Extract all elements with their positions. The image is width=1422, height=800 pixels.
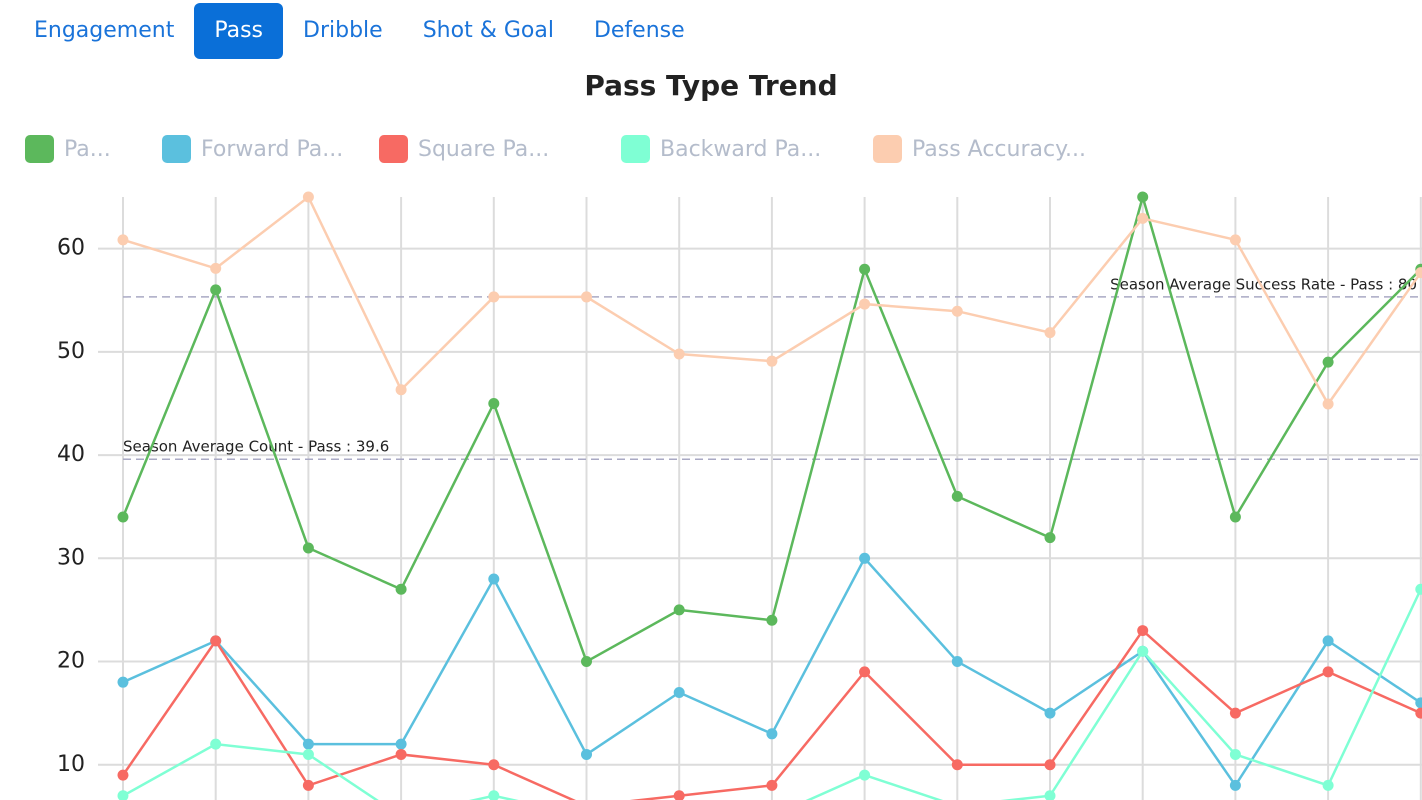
average-label: Season Average Count - Pass : 39.6 <box>123 438 389 456</box>
data-point <box>395 583 407 595</box>
data-point <box>488 790 500 800</box>
data-point <box>1044 327 1056 339</box>
data-point <box>766 355 778 367</box>
tab[interactable]: Pass <box>194 3 284 59</box>
data-point <box>1415 583 1422 595</box>
data-point <box>673 348 685 360</box>
data-point <box>1229 234 1241 246</box>
data-point <box>1044 790 1056 800</box>
data-point <box>766 779 778 791</box>
data-point <box>1322 398 1334 410</box>
data-point <box>1137 645 1149 657</box>
data-point <box>488 397 500 409</box>
data-point <box>1322 666 1334 678</box>
data-point <box>302 191 314 203</box>
data-point <box>1137 625 1149 637</box>
legend-label: Pa... <box>64 137 111 162</box>
data-point <box>488 573 500 585</box>
data-point <box>1415 697 1422 709</box>
data-point <box>766 614 778 626</box>
data-point <box>1137 212 1149 224</box>
data-point <box>673 687 685 699</box>
legend-label: Forward Pa... <box>201 137 343 162</box>
legend-swatch <box>162 135 191 163</box>
legend-label: Square Pa... <box>418 137 549 162</box>
legend-swatch <box>379 135 408 163</box>
data-point <box>951 490 963 502</box>
data-point <box>1322 356 1334 368</box>
data-point <box>302 748 314 760</box>
tab[interactable]: Dribble <box>303 18 383 43</box>
data-point <box>302 542 314 554</box>
data-point <box>1044 759 1056 771</box>
data-point <box>1229 748 1241 760</box>
data-point <box>951 759 963 771</box>
y-tick-label: 50 <box>57 339 85 364</box>
average-label: Season Average Success Rate - Pass : 80 <box>1110 275 1417 293</box>
y-tick-label: 10 <box>57 752 85 777</box>
data-point <box>117 511 129 523</box>
data-point <box>859 552 871 564</box>
data-point <box>210 262 222 274</box>
data-point <box>210 284 222 296</box>
data-point <box>1044 707 1056 719</box>
y-tick-label: 30 <box>57 545 85 570</box>
data-point <box>210 738 222 750</box>
legend-swatch <box>873 135 902 163</box>
data-point <box>1229 707 1241 719</box>
data-point <box>1415 267 1422 279</box>
tab[interactable]: Defense <box>593 18 685 43</box>
data-point <box>1137 191 1149 203</box>
data-point <box>1044 532 1056 544</box>
data-point <box>117 790 129 800</box>
data-point <box>859 769 871 781</box>
legend-label: Backward Pa... <box>660 137 821 162</box>
tab[interactable]: Engagement <box>34 18 175 43</box>
tab[interactable]: Shot & Goal <box>422 18 554 43</box>
data-point <box>581 656 592 668</box>
data-point <box>1322 779 1334 791</box>
data-point <box>210 635 222 647</box>
data-point <box>117 769 129 781</box>
data-point <box>395 384 407 396</box>
data-point <box>859 666 871 678</box>
data-point <box>117 234 129 246</box>
data-point <box>1322 635 1334 647</box>
data-point <box>1229 779 1241 791</box>
data-point <box>581 748 592 760</box>
data-point <box>302 779 314 791</box>
legend-swatch <box>621 135 650 163</box>
data-point <box>1415 707 1422 719</box>
chart-title: Pass Type Trend <box>584 69 837 102</box>
data-point <box>117 676 129 688</box>
data-point <box>488 291 500 303</box>
data-point <box>395 738 407 750</box>
data-point <box>1229 511 1241 523</box>
data-point <box>673 790 685 800</box>
data-point <box>581 291 592 303</box>
y-tick-label: 60 <box>57 236 85 261</box>
data-point <box>951 305 963 317</box>
data-point <box>673 604 685 616</box>
y-tick-label: 20 <box>57 649 85 674</box>
tab-bar: Engagement Pass Dribble Shot & Goal Defense <box>14 3 705 59</box>
data-point <box>766 728 778 740</box>
data-point <box>859 298 871 310</box>
legend-label: Pass Accuracy... <box>912 137 1086 162</box>
data-point <box>302 738 314 750</box>
data-point <box>395 748 407 760</box>
series-line <box>122 588 1422 800</box>
data-point <box>859 263 871 275</box>
data-point <box>951 656 963 668</box>
legend-swatch <box>25 135 54 163</box>
data-point <box>488 759 500 771</box>
y-tick-label: 40 <box>57 442 85 467</box>
